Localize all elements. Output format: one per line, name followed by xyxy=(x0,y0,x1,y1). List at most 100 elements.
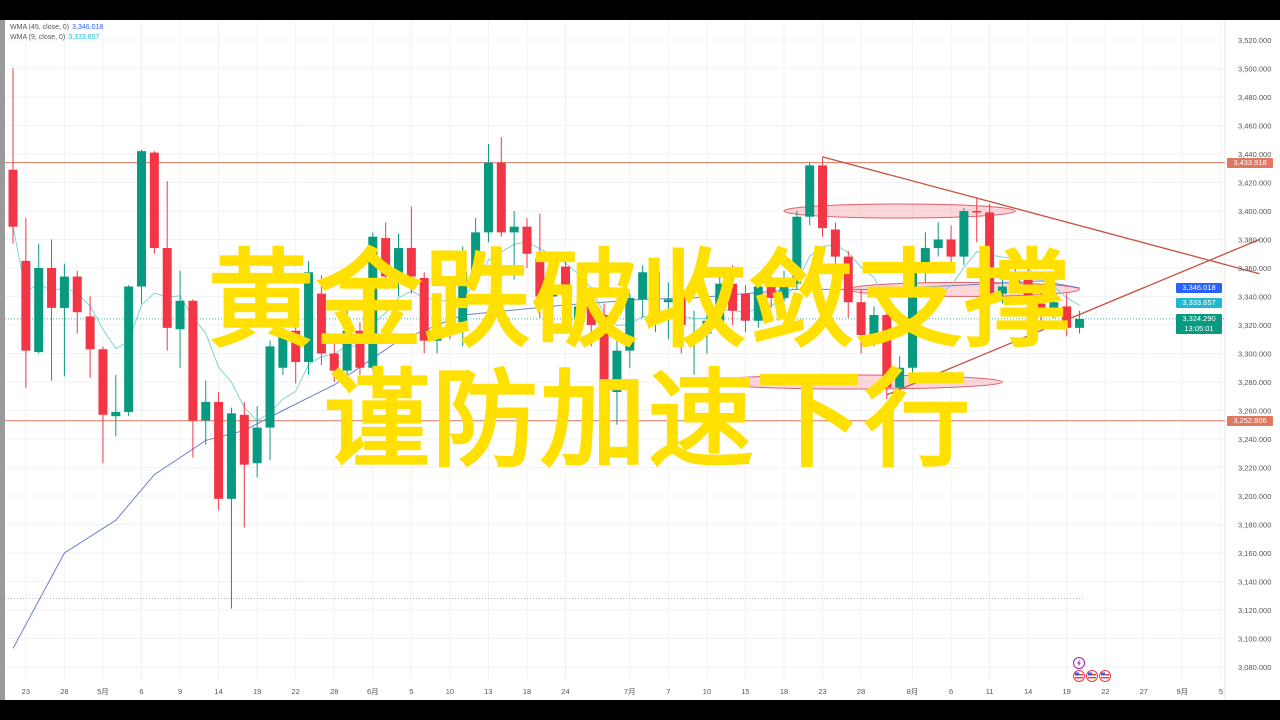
x-tick-label: 5月 xyxy=(97,687,109,696)
candle-up xyxy=(1010,273,1020,283)
y-tick-label: 3,400.000 xyxy=(1238,207,1271,216)
candle-up xyxy=(226,413,236,499)
candle-down xyxy=(818,165,828,229)
candles xyxy=(8,68,1085,609)
y-tick-label: 3,180.000 xyxy=(1238,521,1271,530)
candle-down xyxy=(47,268,57,308)
candle-up xyxy=(1075,318,1085,328)
overlay-subheadline: 谨防加速下行 xyxy=(324,359,972,482)
candle-down xyxy=(676,296,686,325)
candle-up xyxy=(548,289,558,297)
candle-down xyxy=(149,152,159,249)
wma45-line xyxy=(12,280,1080,649)
legend-wma45[interactable]: WMA (45, close, 0) 3,346.018 xyxy=(10,24,103,31)
candle-down xyxy=(496,162,506,233)
y-tick-label: 3,420.000 xyxy=(1238,179,1271,188)
x-tick-label: 15 xyxy=(741,687,749,696)
candle-down xyxy=(419,277,429,341)
candle-up xyxy=(1049,302,1059,311)
candle-up xyxy=(265,346,275,428)
candle-up xyxy=(612,350,622,392)
y-tick-label: 3,280.000 xyxy=(1238,378,1271,387)
x-tick-label: 5 xyxy=(409,687,413,696)
y-tick-label: 3,200.000 xyxy=(1238,492,1271,501)
last-price-label: 3,324.290 13:05:01 xyxy=(1176,314,1222,334)
y-tick-label: 3,440.000 xyxy=(1238,150,1271,159)
y-tick-label: 3,140.000 xyxy=(1238,578,1271,587)
support-price-label: 3,252.806 xyxy=(1227,416,1273,426)
candle-up xyxy=(625,297,635,351)
candle-up xyxy=(342,330,352,371)
x-tick-label: 8月 xyxy=(907,687,919,696)
candle-up xyxy=(304,272,314,363)
candle-up xyxy=(895,367,905,388)
candle-up xyxy=(458,272,468,323)
candle-down xyxy=(972,211,982,213)
economic-events[interactable] xyxy=(1072,669,1114,683)
y-tick-label: 3,120.000 xyxy=(1238,606,1271,615)
candle-up xyxy=(573,306,583,320)
candle-up xyxy=(111,411,121,417)
candle-up xyxy=(201,401,211,421)
us-flag-icon[interactable] xyxy=(1099,670,1111,682)
lightning-icon[interactable] xyxy=(1072,656,1086,670)
candle-up xyxy=(394,248,403,277)
y-tick-label: 3,340.000 xyxy=(1238,293,1271,302)
candle-up xyxy=(638,272,648,300)
candle-up xyxy=(432,317,442,341)
y-tick-label: 3,160.000 xyxy=(1238,549,1271,558)
x-tick-label: 14 xyxy=(214,687,222,696)
candle-up xyxy=(702,320,712,334)
legend-wma9[interactable]: WMA (9, close, 0) 3,333.657 xyxy=(10,34,99,41)
time-axis[interactable]: 23 28 5月 6 9 14 19 22 28 6月 5 10 13 18 24 7月 7 10 15 18 23 28… xyxy=(22,687,1223,696)
y-tick-label: 3,100.000 xyxy=(1238,635,1271,644)
price-axis[interactable]: 3,080.000 3,100.000 3,120.000 3,140.000 3,16… xyxy=(1238,36,1271,672)
legend-wma45-label: WMA (45, close, 0) xyxy=(10,24,70,31)
candle-up xyxy=(779,283,789,298)
candle-up xyxy=(663,299,673,303)
y-tick-label: 3,320.000 xyxy=(1238,321,1271,330)
y-tick-label: 3,260.000 xyxy=(1238,407,1271,416)
x-tick-label: 6 xyxy=(139,687,143,696)
candle-down xyxy=(1023,273,1033,304)
x-tick-label: 7 xyxy=(666,687,670,696)
candle-down xyxy=(561,266,571,293)
candle-up xyxy=(34,268,44,353)
x-tick-label: 10 xyxy=(446,687,454,696)
legend-wma9-label: WMA (9, close, 0) xyxy=(10,34,66,41)
ellipse-annotation xyxy=(706,374,1003,390)
candle-down xyxy=(214,401,224,499)
candle-up xyxy=(908,265,917,368)
candle-down xyxy=(882,315,892,388)
candle-down xyxy=(188,300,198,421)
candle-up xyxy=(689,336,699,343)
candle-down xyxy=(1036,303,1046,311)
x-tick-label: 19 xyxy=(253,687,261,696)
y-tick-label: 3,520.000 xyxy=(1238,36,1271,45)
x-tick-label: 18 xyxy=(523,687,531,696)
x-tick-label: 11 xyxy=(986,687,994,696)
levels xyxy=(5,162,1225,599)
candle-up xyxy=(278,333,288,368)
candle-down xyxy=(740,293,750,321)
candle-up xyxy=(483,162,493,233)
candle-down xyxy=(239,414,249,465)
candle-down xyxy=(355,330,365,368)
candle-down xyxy=(291,330,301,363)
x-tick-label: 24 xyxy=(561,687,569,696)
resistance-price-label: 3,433.918 xyxy=(1227,158,1273,168)
candle-up xyxy=(805,165,815,217)
y-tick-label: 3,080.000 xyxy=(1238,663,1271,672)
us-flag-icon[interactable] xyxy=(1073,670,1085,682)
us-flag-icon[interactable] xyxy=(1086,670,1098,682)
x-tick-label: 13 xyxy=(484,687,492,696)
candle-down xyxy=(522,226,532,254)
candle-down xyxy=(599,315,609,392)
x-tick-label: 9月 xyxy=(1177,687,1189,696)
left-edge xyxy=(0,20,5,700)
candle-up xyxy=(175,300,185,330)
x-tick-label: 27 xyxy=(1140,687,1148,696)
candle-down xyxy=(586,306,596,325)
